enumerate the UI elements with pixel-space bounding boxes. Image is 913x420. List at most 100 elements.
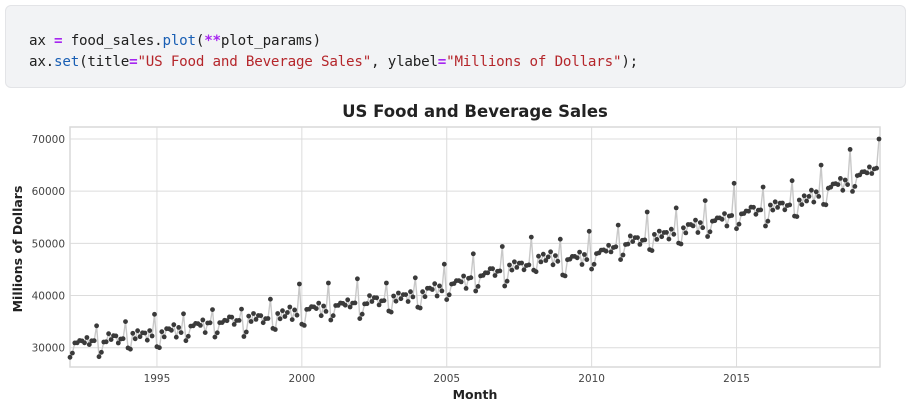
- data-point: [801, 193, 807, 199]
- data-point: [770, 207, 776, 213]
- data-point: [695, 230, 701, 235]
- data-point: [301, 323, 307, 328]
- data-point: [823, 202, 829, 208]
- code-token: ax: [29, 33, 55, 49]
- data-point: [683, 230, 689, 236]
- code-token: , ylabel: [371, 54, 438, 70]
- data-point: [297, 281, 302, 287]
- data-point: [149, 333, 155, 339]
- data-point: [103, 339, 109, 345]
- data-point: [441, 261, 447, 267]
- data-point: [412, 275, 418, 281]
- data-point: [463, 286, 469, 291]
- data-point: [751, 204, 756, 210]
- data-point: [470, 251, 476, 257]
- code-function: plot: [162, 33, 196, 49]
- data-point: [867, 164, 872, 170]
- data-point: [671, 231, 677, 237]
- data-point: [202, 330, 208, 335]
- data-point: [811, 199, 817, 205]
- data-point: [835, 182, 841, 187]
- data-point: [591, 261, 597, 267]
- code-operator: =: [437, 54, 447, 70]
- data-point: [384, 280, 389, 286]
- y-tick-label: 50000: [32, 238, 65, 250]
- data-point: [562, 273, 568, 279]
- data-point: [642, 237, 648, 243]
- data-point: [169, 327, 174, 333]
- data-point: [342, 302, 348, 308]
- data-point: [367, 293, 372, 298]
- data-point: [403, 292, 409, 297]
- data-point: [280, 308, 285, 314]
- data-point: [152, 311, 157, 317]
- data-point: [731, 180, 737, 186]
- code-function: set: [54, 54, 80, 70]
- data-point: [468, 275, 474, 281]
- data-point: [328, 317, 334, 323]
- x-tick-label: 2000: [288, 373, 315, 385]
- data-point: [272, 327, 278, 332]
- data-point: [666, 236, 672, 242]
- data-point: [512, 259, 517, 265]
- grid: [70, 127, 880, 367]
- data-point: [809, 187, 814, 193]
- data-point: [656, 228, 662, 234]
- data-point: [243, 329, 249, 335]
- code-token: (title: [79, 54, 130, 70]
- data-point: [550, 262, 556, 268]
- data-point: [86, 342, 92, 347]
- data-point: [265, 316, 271, 321]
- code-operator: =: [54, 33, 63, 49]
- data-point: [746, 208, 751, 214]
- data-point: [246, 313, 252, 319]
- data-point: [618, 257, 623, 262]
- data-point: [485, 270, 491, 276]
- data-point: [850, 189, 855, 194]
- data-point: [429, 287, 435, 292]
- data-point: [458, 279, 464, 285]
- data-point: [519, 260, 524, 266]
- data-point: [589, 266, 594, 272]
- data-point: [181, 311, 186, 317]
- data-point: [355, 276, 360, 282]
- data-point: [654, 237, 660, 242]
- code-line-2: ax.set(title="US Food and Beverage Sales…: [29, 54, 638, 70]
- data-point: [538, 259, 544, 265]
- data-point: [475, 284, 481, 289]
- y-tick-label: 40000: [32, 291, 65, 303]
- data-point: [758, 207, 764, 213]
- data-point: [376, 302, 382, 308]
- data-point: [874, 165, 879, 171]
- data-point: [185, 333, 191, 339]
- data-point: [251, 311, 256, 316]
- data-point: [434, 293, 440, 299]
- code-string: "Millions of Dollars": [446, 54, 622, 70]
- data-point: [799, 202, 805, 207]
- data-point: [652, 232, 657, 237]
- data-point: [437, 283, 442, 289]
- data-point: [70, 350, 75, 356]
- data-point: [543, 258, 549, 263]
- code-operator: **: [204, 33, 221, 49]
- code-cell[interactable]: ax = food_sales.plot(**plot_params) ax.s…: [5, 5, 906, 88]
- data-point: [504, 278, 510, 284]
- data-point: [492, 273, 498, 278]
- data-point: [113, 333, 119, 339]
- data-point: [702, 198, 708, 203]
- data-point: [533, 269, 539, 275]
- y-tick-label: 70000: [32, 134, 65, 146]
- plot-frame: [69, 126, 881, 368]
- x-axis-title: Month: [453, 387, 498, 402]
- data-point: [135, 328, 141, 334]
- data-point: [127, 346, 133, 352]
- data-point: [499, 244, 505, 249]
- data-point: [115, 340, 121, 346]
- data-point: [584, 257, 590, 262]
- y-axis-title: Millions of Dollars: [10, 186, 25, 313]
- data-point: [323, 309, 329, 314]
- data-point: [548, 249, 553, 255]
- data-point: [369, 299, 375, 304]
- data-point: [144, 337, 150, 343]
- data-point: [627, 233, 633, 239]
